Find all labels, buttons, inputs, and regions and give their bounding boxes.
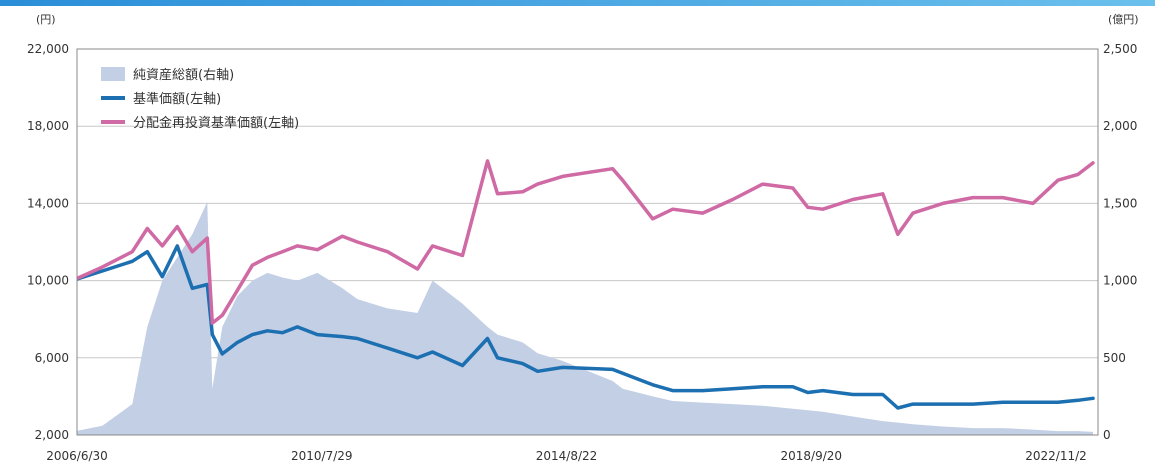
x-tick-label: 2006/6/30: [46, 449, 108, 463]
top-accent-bar: [0, 0, 1155, 6]
grid-lines: [77, 125, 1098, 359]
left-tick-label: 14,000: [27, 196, 69, 210]
right-tick-label: 1,500: [1103, 196, 1137, 210]
x-tick-label: 2018/9/20: [780, 449, 842, 463]
plot-frame: [76, 48, 1099, 436]
legend-label-reinvested-nav: 分配金再投資基準価額(左軸): [133, 115, 299, 131]
left-tick-label: 10,000: [27, 274, 69, 288]
left-tick-label: 2,000: [35, 428, 69, 442]
right-tick-label: 1,000: [1103, 274, 1137, 288]
left-tick-label: 22,000: [27, 42, 69, 56]
price-lines-layer: [77, 159, 1095, 410]
right-axis-ticks: 0 500 1,000 1,500 2,000 2,500: [1103, 42, 1137, 442]
series-line-nav: [77, 244, 1095, 410]
left-axis-ticks: 2,000 6,000 10,000 14,000 18,000 22,000: [27, 42, 69, 442]
right-tick-label: 0: [1103, 428, 1111, 442]
right-axis-unit: (億円): [1108, 13, 1139, 26]
right-tick-label: 2,000: [1103, 119, 1137, 133]
legend-swatch-net-assets: [101, 67, 125, 81]
net-assets-area-layer: [77, 201, 1093, 435]
legend-label-nav: 基準価額(左軸): [133, 91, 221, 107]
legend: 純資産総額(右軸) 基準価額(左軸) 分配金再投資基準価額(左軸): [101, 67, 299, 131]
left-tick-label: 6,000: [35, 351, 69, 365]
right-tick-label: 500: [1103, 351, 1126, 365]
x-tick-label: 2010/7/29: [291, 449, 353, 463]
x-tick-label: 2022/11/2: [1025, 449, 1087, 463]
right-tick-label: 2,500: [1103, 42, 1137, 56]
x-tick-label: 2014/8/22: [536, 449, 598, 463]
left-axis-unit: (円): [36, 13, 56, 26]
series-line-reinvested-nav: [77, 159, 1095, 325]
series-area-net-assets: [77, 201, 1093, 435]
legend-label-net-assets: 純資産総額(右軸): [133, 67, 234, 83]
left-tick-label: 18,000: [27, 119, 69, 133]
x-axis-ticks: 2006/6/30 2010/7/29 2014/8/22 2018/9/20 2022…: [46, 449, 1087, 463]
